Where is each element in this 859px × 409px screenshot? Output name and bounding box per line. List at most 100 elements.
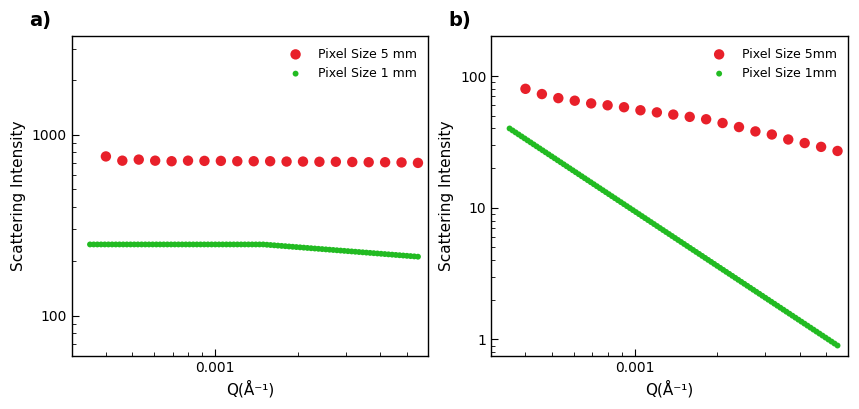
Pixel Size 1 mm xyxy=(370,250,384,257)
Pixel Size 5 mm xyxy=(345,159,359,165)
Pixel Size 1mm xyxy=(831,342,844,349)
Pixel Size 1 mm xyxy=(227,241,241,248)
Pixel Size 1mm xyxy=(521,137,534,144)
Pixel Size 1mm xyxy=(707,261,721,267)
Pixel Size 1mm xyxy=(551,157,564,164)
Pixel Size 1 mm xyxy=(157,241,171,248)
Pixel Size 1 mm xyxy=(94,241,108,248)
Pixel Size 1mm xyxy=(506,127,520,134)
Pixel Size 1mm xyxy=(650,223,664,229)
Pixel Size 1 mm xyxy=(175,241,189,248)
Text: a): a) xyxy=(29,11,51,30)
Pixel Size 1mm xyxy=(777,306,790,313)
Pixel Size 1mm xyxy=(771,302,784,309)
Pixel Size 1 mm xyxy=(338,247,351,254)
Pixel Size 5 mm xyxy=(378,159,392,166)
X-axis label: Q(Å⁻¹): Q(Å⁻¹) xyxy=(645,380,694,398)
Pixel Size 1 mm xyxy=(190,241,204,248)
X-axis label: Q(Å⁻¹): Q(Å⁻¹) xyxy=(226,380,274,398)
Pixel Size 1 mm xyxy=(319,246,332,253)
Pixel Size 1mm xyxy=(801,322,814,329)
Pixel Size 5mm xyxy=(782,136,795,143)
Pixel Size 1 mm xyxy=(98,241,112,248)
Pixel Size 1mm xyxy=(692,251,706,257)
Pixel Size 1mm xyxy=(542,151,556,157)
Pixel Size 1mm xyxy=(518,135,532,142)
Pixel Size 1 mm xyxy=(219,241,233,248)
Pixel Size 1 mm xyxy=(297,244,311,251)
Pixel Size 1 mm xyxy=(216,241,229,248)
Pixel Size 1 mm xyxy=(201,241,215,248)
Pixel Size 1 mm xyxy=(109,241,123,248)
Pixel Size 1 mm xyxy=(393,252,406,258)
Pixel Size 1mm xyxy=(752,290,766,297)
Pixel Size 1mm xyxy=(635,213,649,219)
Pixel Size 1 mm xyxy=(83,241,97,248)
Pixel Size 1 mm xyxy=(106,241,119,248)
Pixel Size 1 mm xyxy=(363,249,377,256)
Pixel Size 1mm xyxy=(713,265,727,271)
Pixel Size 1 mm xyxy=(378,251,392,257)
Pixel Size 1 mm xyxy=(164,241,178,248)
Pixel Size 1mm xyxy=(815,332,829,339)
Pixel Size 5mm xyxy=(732,124,746,130)
Pixel Size 1mm xyxy=(524,139,538,146)
Pixel Size 1mm xyxy=(779,308,793,315)
Pixel Size 5 mm xyxy=(362,159,375,166)
Pixel Size 1mm xyxy=(783,310,796,317)
Pixel Size 1 mm xyxy=(230,241,244,248)
Pixel Size 1mm xyxy=(716,267,730,273)
Pixel Size 1mm xyxy=(557,161,570,168)
Pixel Size 1mm xyxy=(662,231,676,237)
Pixel Size 1 mm xyxy=(142,241,155,248)
Pixel Size 1mm xyxy=(689,249,703,255)
Pixel Size 5 mm xyxy=(411,160,425,166)
Pixel Size 1 mm xyxy=(186,241,200,248)
Pixel Size 1 mm xyxy=(352,249,366,255)
Pixel Size 1mm xyxy=(785,312,799,319)
Pixel Size 1 mm xyxy=(330,247,344,254)
Pixel Size 1mm xyxy=(761,297,775,303)
Pixel Size 1 mm xyxy=(396,252,410,259)
Pixel Size 1 mm xyxy=(153,241,167,248)
Pixel Size 1mm xyxy=(710,263,724,269)
Pixel Size 5mm xyxy=(683,114,697,120)
Pixel Size 1mm xyxy=(680,243,694,249)
Pixel Size 1mm xyxy=(605,193,618,200)
Pixel Size 1 mm xyxy=(193,241,207,248)
Pixel Size 1 mm xyxy=(238,241,252,248)
Pixel Size 1 mm xyxy=(349,248,362,255)
Pixel Size 1mm xyxy=(602,191,616,198)
Pixel Size 1mm xyxy=(819,334,832,341)
Pixel Size 1mm xyxy=(695,253,709,259)
Pixel Size 1 mm xyxy=(198,241,211,248)
Pixel Size 1 mm xyxy=(241,241,255,248)
Pixel Size 1mm xyxy=(641,217,655,223)
Pixel Size 1mm xyxy=(728,274,742,281)
Pixel Size 1mm xyxy=(509,129,522,136)
Pixel Size 1mm xyxy=(581,177,594,184)
Pixel Size 1 mm xyxy=(375,250,388,257)
Pixel Size 1 mm xyxy=(127,241,141,248)
Pixel Size 5 mm xyxy=(394,159,408,166)
Pixel Size 1 mm xyxy=(407,253,421,260)
Pixel Size 1 mm xyxy=(308,245,321,252)
Pixel Size 1mm xyxy=(807,326,820,333)
Pixel Size 5mm xyxy=(519,85,533,92)
Pixel Size 1 mm xyxy=(341,248,355,254)
Pixel Size 5mm xyxy=(748,128,762,135)
Pixel Size 1 mm xyxy=(138,241,152,248)
Pixel Size 1 mm xyxy=(120,241,134,248)
Pixel Size 1mm xyxy=(620,203,634,209)
Pixel Size 1 mm xyxy=(389,252,403,258)
Pixel Size 1 mm xyxy=(260,241,274,248)
Pixel Size 5mm xyxy=(699,116,713,123)
Pixel Size 1 mm xyxy=(271,242,285,249)
Pixel Size 1 mm xyxy=(326,247,340,253)
Pixel Size 1 mm xyxy=(253,241,266,248)
Pixel Size 1 mm xyxy=(282,243,295,250)
Pixel Size 1 mm xyxy=(278,243,292,249)
Pixel Size 1mm xyxy=(765,299,778,305)
Pixel Size 1mm xyxy=(539,149,552,156)
Pixel Size 1mm xyxy=(828,340,842,347)
